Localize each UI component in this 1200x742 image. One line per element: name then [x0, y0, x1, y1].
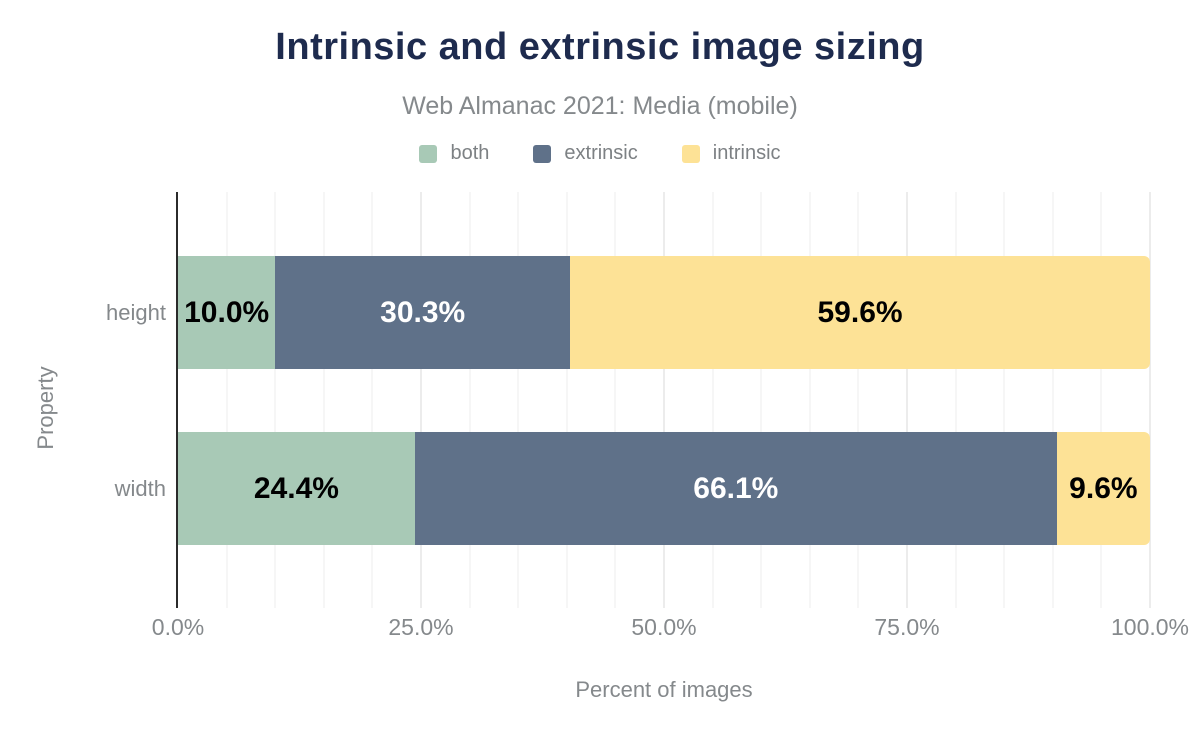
legend-item-extrinsic: extrinsic: [533, 142, 638, 165]
bar-segment-width-intrinsic[interactable]: 9.6%: [1056, 432, 1150, 545]
gridline-50: [663, 192, 665, 608]
gridline-20: [371, 192, 374, 608]
plot-area: 10.0% 30.3% 59.6% 24.4% 66.1% 9.6%: [176, 192, 1151, 608]
bar-segment-height-extrinsic[interactable]: 30.3%: [275, 256, 571, 369]
gridline-25: [420, 192, 422, 608]
gridline-100: [1149, 192, 1151, 608]
category-label-width: width: [114, 475, 166, 501]
legend-swatch-intrinsic: [681, 144, 700, 163]
legend-label: extrinsic: [564, 142, 638, 164]
bar-value-label: 66.1%: [693, 471, 779, 505]
y-axis-line: [176, 192, 178, 608]
bar-value-label: 24.4%: [253, 471, 339, 505]
bar-value-label: 10.0%: [184, 295, 270, 329]
chart-subtitle: Web Almanac 2021: Media (mobile): [402, 92, 798, 120]
chart-title: Intrinsic and extrinsic image sizing: [275, 26, 925, 68]
gridline-45: [614, 192, 617, 608]
gridline-85: [1003, 192, 1006, 608]
x-axis-title: Percent of images: [575, 677, 753, 702]
x-tick-75: 75.0%: [874, 614, 940, 640]
bar-height: 10.0% 30.3% 59.6%: [178, 256, 1150, 369]
gridline-70: [857, 192, 860, 608]
gridline-65: [808, 192, 811, 608]
gridline-15: [322, 192, 325, 608]
bar-segment-width-both[interactable]: 24.4%: [178, 432, 415, 545]
legend: both extrinsic intrinsic: [0, 142, 1200, 165]
x-tick-0: 0.0%: [151, 614, 205, 640]
gridline-35: [517, 192, 520, 608]
gridline-80: [954, 192, 957, 608]
gridline-10: [274, 192, 277, 608]
legend-swatch-extrinsic: [533, 144, 552, 163]
bar-value-label: 59.6%: [817, 295, 903, 329]
x-tick-100: 100.0%: [1110, 614, 1190, 640]
gridline-30: [468, 192, 471, 608]
legend-label: intrinsic: [712, 142, 781, 164]
legend-item-both: both: [419, 142, 489, 165]
legend-label: both: [450, 142, 490, 164]
gridline-95: [1100, 192, 1103, 608]
gridline-5: [225, 192, 228, 608]
bar-segment-height-both[interactable]: 10.0%: [178, 256, 276, 369]
bar-width: 24.4% 66.1% 9.6%: [178, 432, 1150, 545]
gridline-40: [565, 192, 568, 608]
legend-item-intrinsic: intrinsic: [681, 142, 781, 165]
category-label-height: height: [106, 299, 166, 325]
gridline-55: [711, 192, 714, 608]
bar-value-label: 9.6%: [1069, 471, 1138, 505]
bar-segment-width-extrinsic[interactable]: 66.1%: [414, 432, 1057, 545]
x-tick-50: 50.0%: [631, 614, 697, 640]
legend-swatch-both: [419, 144, 438, 163]
bar-value-label: 30.3%: [380, 295, 466, 329]
x-tick-25: 25.0%: [388, 614, 454, 640]
bar-segment-height-intrinsic[interactable]: 59.6%: [570, 256, 1150, 369]
gridline-75: [906, 192, 908, 608]
y-axis-title: Property: [33, 366, 58, 450]
gridline-60: [760, 192, 763, 608]
gridline-90: [1051, 192, 1054, 608]
